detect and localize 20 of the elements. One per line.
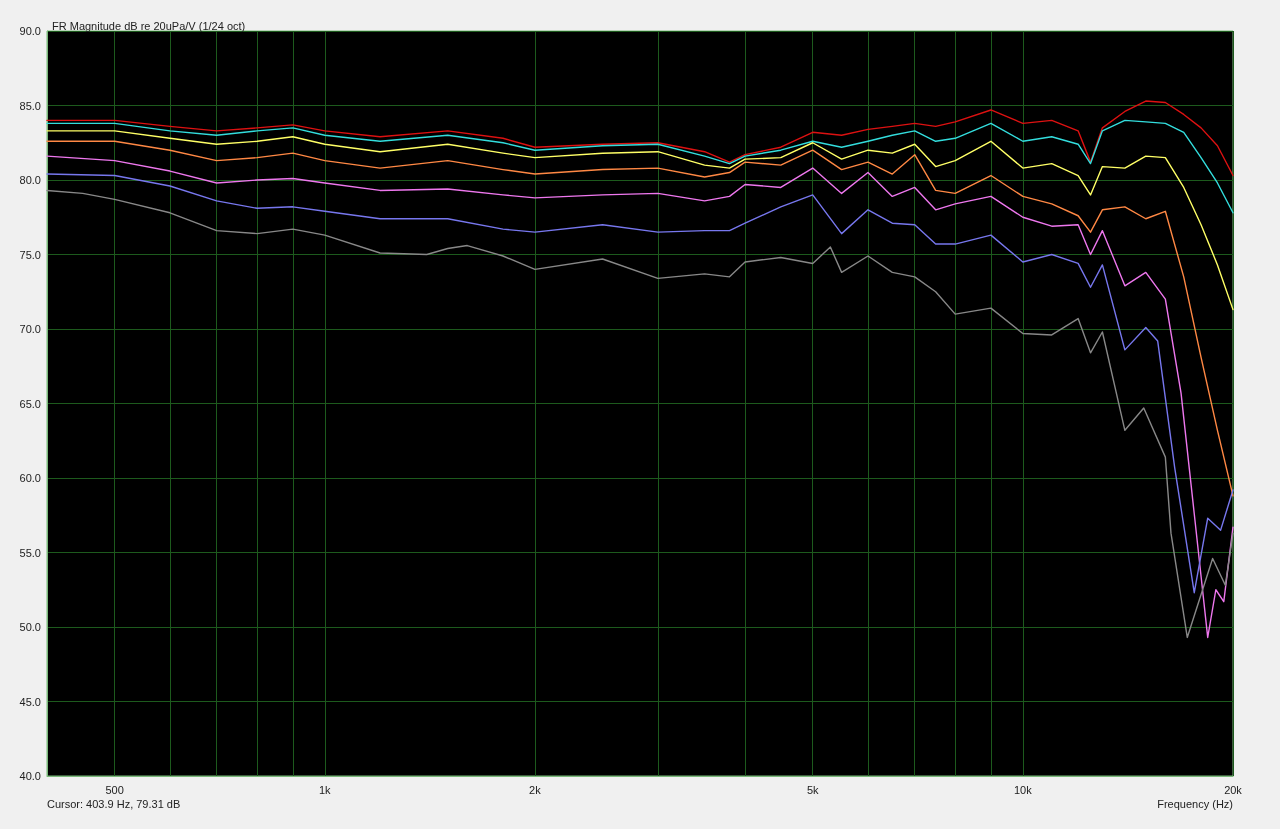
y-tick-label: 80.0	[19, 174, 41, 186]
y-tick-label: 65.0	[19, 397, 41, 410]
x-tick-label: 1k	[318, 783, 332, 796]
y-tick-label: 90.0	[19, 25, 41, 37]
y-tick-label: 60.0	[19, 472, 41, 484]
x-tick-label: 2k	[529, 783, 542, 796]
y-tick-label: 55.0	[19, 546, 41, 559]
x-tick-label: 500	[105, 783, 124, 796]
y-tick-label: 85.0	[19, 99, 41, 112]
y-tick-label: 45.0	[19, 695, 41, 708]
x-tick-label: 20k	[1224, 783, 1243, 796]
y-tick-label: 70.0	[19, 323, 41, 335]
x-tick-label: 10k	[1013, 783, 1033, 796]
y-tick-label: 75.0	[19, 248, 41, 261]
chart-title: FR Magnitude dB re 20uPa/V (1/24 oct)	[52, 19, 246, 32]
text: Cursor: 403.9 Hz, 79.31 dB	[47, 797, 181, 810]
y-tick-label: 50.0	[19, 621, 41, 633]
x-tick-label: 5k	[806, 783, 820, 796]
y-tick-label: 40.0	[19, 770, 41, 782]
x-axis-title: Frequency (Hz)	[1157, 797, 1233, 810]
